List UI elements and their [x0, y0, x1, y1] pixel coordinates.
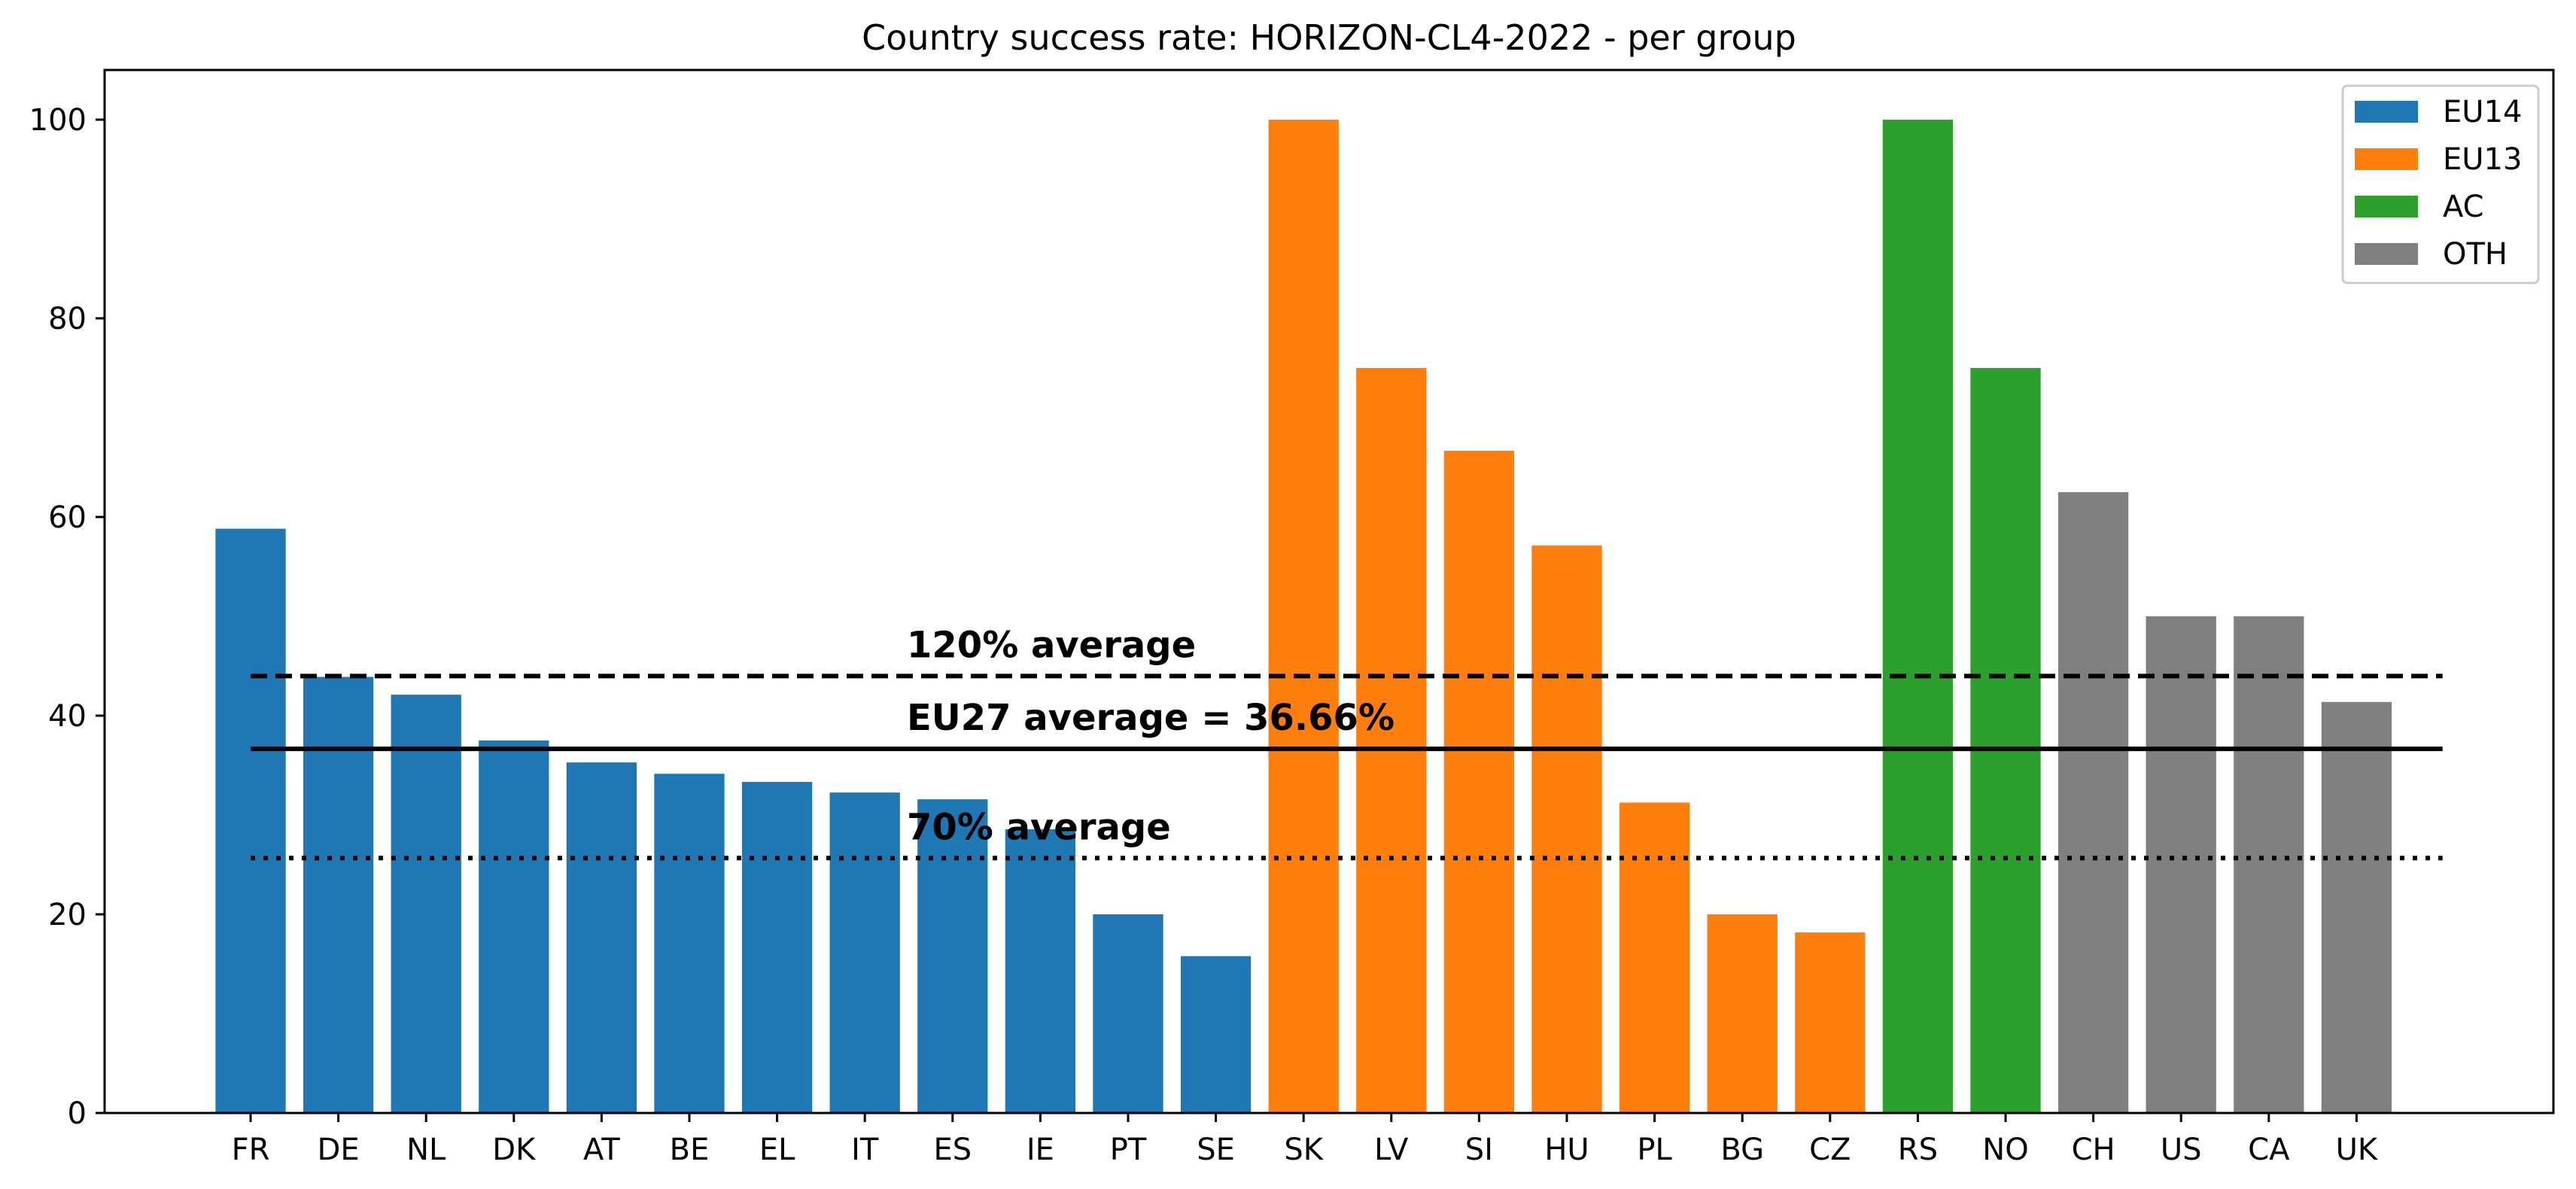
bar-se	[1180, 956, 1252, 1113]
bar-nl	[391, 695, 461, 1113]
legend-swatch-eu13	[2355, 148, 2418, 170]
x-tick-label-cz: CZ	[1809, 1133, 1851, 1167]
y-tick-label: 60	[48, 500, 87, 535]
annotation-120-average: 120% average	[907, 624, 1196, 666]
x-tick-label-no: NO	[1982, 1133, 2028, 1167]
x-tick-label-fr: FR	[232, 1133, 270, 1167]
bar-sk	[1268, 120, 1339, 1113]
x-tick-label-pl: PL	[1637, 1133, 1672, 1167]
bar-be	[654, 774, 725, 1113]
annotation-eu27-average: EU27 average = 36.66%	[907, 697, 1394, 739]
y-tick-label: 80	[48, 302, 87, 336]
x-tick-label-rs: RS	[1898, 1133, 1938, 1167]
bar-rs	[1882, 120, 1954, 1113]
legend: EU14 EU13 AC OTH	[2341, 84, 2540, 284]
bar-lv	[1356, 368, 1427, 1113]
legend-box	[2341, 84, 2540, 284]
x-tick-label-bg: BG	[1720, 1133, 1764, 1167]
bar-el	[741, 782, 813, 1113]
x-tick-label-dk: DK	[492, 1133, 537, 1167]
legend-swatch-oth	[2355, 243, 2418, 265]
bar-ie	[1005, 829, 1076, 1113]
bar-fr	[215, 528, 286, 1113]
legend-label-ac: AC	[2443, 190, 2484, 224]
y-tick-label: 20	[48, 898, 87, 932]
x-tick-label-de: DE	[318, 1133, 360, 1167]
bar-si	[1443, 450, 1515, 1113]
x-tick-label-us: US	[2161, 1133, 2202, 1167]
bar-ca	[2234, 616, 2304, 1113]
bar-hu	[1531, 545, 1602, 1113]
y-tick-label: 0	[68, 1096, 87, 1131]
legend-swatch-ac	[2355, 196, 2418, 217]
legend-label-eu13: EU13	[2443, 142, 2522, 177]
x-tick-label-el: EL	[759, 1133, 795, 1167]
bar-at	[566, 762, 637, 1113]
bar-pt	[1093, 914, 1163, 1113]
bar-cz	[1795, 932, 1866, 1113]
bar-us	[2146, 616, 2216, 1113]
x-tick-label-pt: PT	[1110, 1133, 1147, 1167]
bar-uk	[2321, 701, 2392, 1113]
bar-es	[917, 799, 988, 1113]
x-tick-label-hu: HU	[1544, 1133, 1589, 1167]
x-tick-label-es: ES	[933, 1133, 972, 1167]
y-tick-label: 40	[48, 699, 87, 734]
x-tick-label-at: AT	[583, 1133, 620, 1167]
x-tick-label-sk: SK	[1284, 1133, 1324, 1167]
x-tick-label-nl: NL	[406, 1133, 446, 1167]
legend-label-oth: OTH	[2443, 237, 2508, 272]
x-tick-label-ie: IE	[1026, 1133, 1054, 1167]
x-tick-label-si: SI	[1465, 1133, 1493, 1167]
legend-swatch-eu14	[2355, 101, 2418, 123]
y-tick-label: 100	[29, 103, 87, 138]
x-tick-label-it: IT	[851, 1133, 879, 1167]
bar-dk	[479, 740, 549, 1113]
bar-no	[1970, 368, 2041, 1113]
bars-layer	[215, 120, 2392, 1113]
axes-layer: 0 20 40 60 80 100 FR DE NL DK AT BE EL IT ES IE PT SE SK LV…	[29, 68, 2555, 1167]
bar-it	[829, 792, 900, 1113]
x-tick-label-ca: CA	[2248, 1133, 2290, 1167]
x-tick-label-se: SE	[1197, 1133, 1235, 1167]
legend-label-eu14: EU14	[2443, 95, 2522, 129]
annotations-layer: 120% average EU27 average = 36.66% 70% ave…	[907, 624, 1394, 848]
x-tick-label-uk: UK	[2336, 1133, 2379, 1167]
bar-ch	[2057, 492, 2129, 1113]
x-tick-label-lv: LV	[1374, 1133, 1409, 1167]
bar-de	[303, 677, 374, 1113]
x-tick-label-ch: CH	[2072, 1133, 2115, 1167]
annotation-70-average: 70% average	[907, 806, 1171, 848]
bar-pl	[1619, 802, 1690, 1113]
reference-lines-layer	[251, 674, 2443, 861]
x-tick-label-be: BE	[670, 1133, 710, 1167]
chart-title: Country success rate: HORIZON-CL4-2022 -…	[862, 17, 1796, 58]
axes-frame	[103, 68, 2555, 1114]
bar-bg	[1707, 914, 1778, 1113]
